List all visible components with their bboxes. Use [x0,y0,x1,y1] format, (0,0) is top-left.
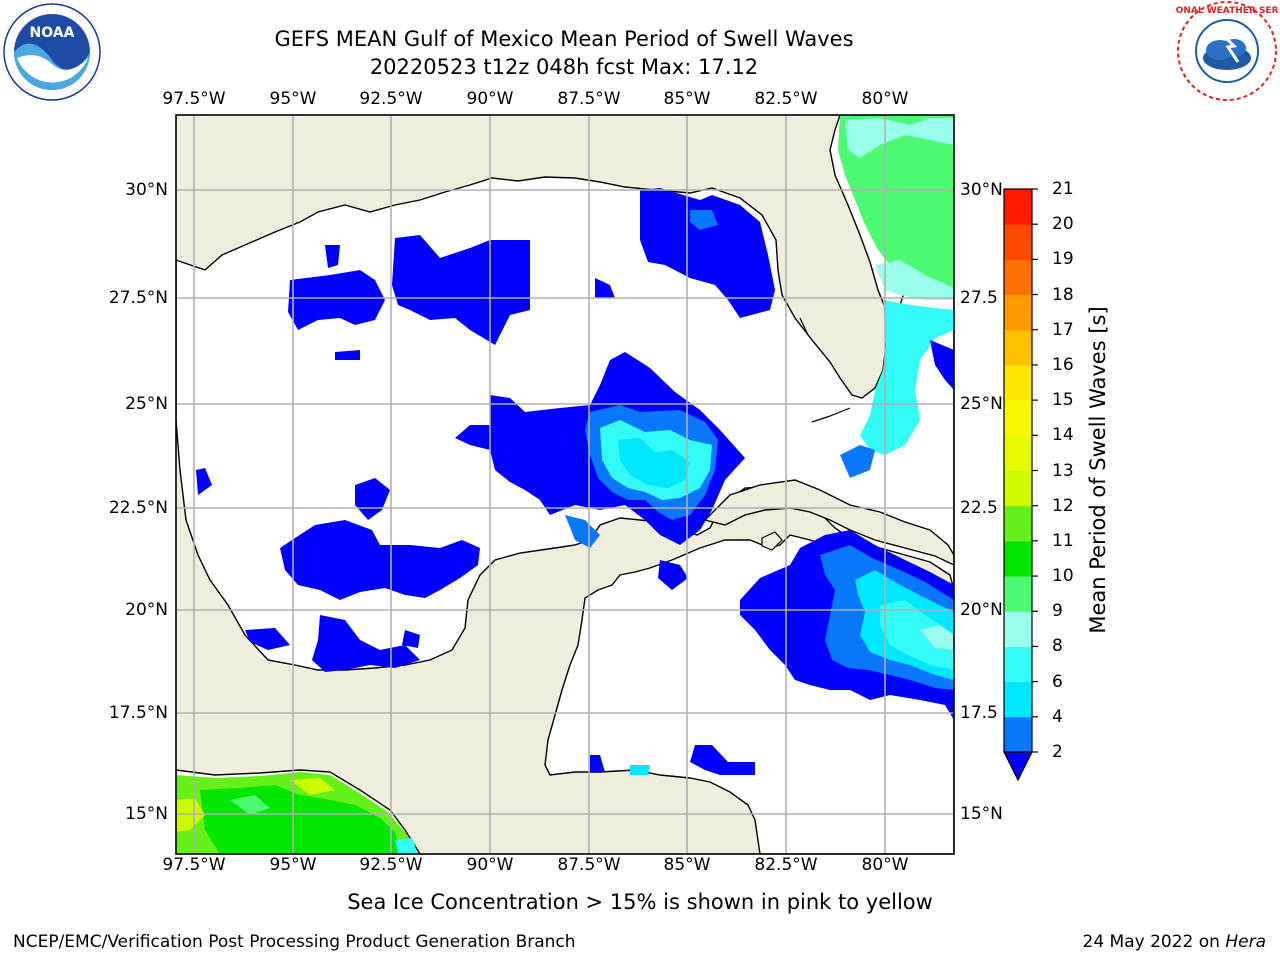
lat-tick-left: 22.5°N [108,498,168,518]
lat-tick-left: 30°N [125,180,168,200]
colorbar-tick-label: 8 [1052,636,1063,657]
lon-tick-bottom: 92.5°W [359,855,423,875]
colorbar-tick-label: 17 [1052,319,1074,340]
colorbar-bin [1004,470,1032,507]
lon-tick-top: 95°W [269,89,317,109]
lon-tick-top: 97.5°W [162,89,226,109]
map-subtitle: 20220523 t12z 048h fcst Max: 17.12 [369,55,759,79]
colorbar-bin [1004,505,1032,542]
colorbar-bin [1004,646,1032,683]
colorbar-tick-label: 13 [1052,460,1074,481]
colorbar-bin [1004,364,1032,401]
map-title: GEFS MEAN Gulf of Mexico Mean Period of … [274,27,854,51]
colorbar-bin [1004,435,1032,471]
colorbar-tick-label: 4 [1052,706,1063,727]
colorbar-tick-label: 15 [1052,390,1074,411]
lat-tick-left: 25°N [125,394,168,414]
colorbar-label: Mean Period of Swell Waves [s] [1086,306,1110,634]
lon-tick-bottom: 95°W [269,855,317,875]
colorbar-bin [1004,540,1032,577]
colorbar-bin [1004,681,1032,718]
noaa-logo: NOAA [3,3,101,101]
svg-text:NATIONAL WEATHER SERVICE: NATIONAL WEATHER SERVICE [1176,6,1278,16]
lat-tick-left: 20°N [125,600,168,620]
lon-tick-bottom: 85°W [663,855,711,875]
lat-tick-right: 22.5 [960,498,998,518]
colorbar-tick-label: 6 [1052,671,1063,692]
colorbar-bin [1004,400,1032,436]
lat-tick-right: 27.5 [960,288,998,308]
colorbar-bin [1004,259,1032,296]
swell-field [176,115,954,854]
colorbar-bin [1004,294,1032,331]
footer-date: 24 May 2022 on Hera [1083,932,1267,952]
svg-text:NOAA: NOAA [30,25,75,41]
lon-tick-bottom: 87.5°W [557,855,621,875]
lon-tick-top: 87.5°W [557,89,621,109]
colorbar-tick-label: 16 [1052,354,1074,375]
lon-tick-bottom: 80°W [861,855,909,875]
colorbar-bin [1004,576,1032,612]
lon-tick-top: 85°W [663,89,711,109]
colorbar-tick-label: 20 [1052,214,1074,235]
colorbar-tick-label: 9 [1052,601,1063,622]
colorbar-tick-label: 14 [1052,425,1074,446]
lat-tick-right: 15°N [960,804,1003,824]
lat-tick-right: 17.5 [960,703,998,723]
colorbar-bin [1004,716,1032,753]
island [761,531,783,551]
colorbar-bin [1004,329,1032,366]
map-gridlines [176,115,954,854]
lon-tick-bottom: 82.5°W [754,855,818,875]
colorbar-tick-label: 12 [1052,495,1074,516]
lat-tick-left: 17.5°N [108,703,168,723]
colorbar [1003,188,1038,782]
colorbar-tick-label: 2 [1052,742,1063,762]
colorbar-bin [1004,189,1032,225]
colorbar-bin [1004,611,1032,647]
sea-ice-note: Sea Ice Concentration > 15% is shown in … [347,890,933,914]
lon-tick-bottom: 90°W [466,855,514,875]
colorbar-tick-label: 18 [1052,284,1074,305]
lon-tick-top: 82.5°W [754,89,818,109]
lon-tick-top: 90°W [466,89,514,109]
lon-tick-top: 92.5°W [359,89,423,109]
colorbar-tick-label: 10 [1052,566,1074,587]
footer-machine: Hera [1225,932,1266,952]
lat-tick-right: 20°N [960,600,1003,620]
colorbar-tick-label: 21 [1052,179,1074,199]
footer-credit: NCEP/EMC/Verification Post Processing Pr… [13,932,576,952]
lat-tick-left: 27.5°N [108,288,168,308]
lat-tick-right: 25°N [960,394,1003,414]
colorbar-extend-arrow [1003,751,1033,782]
nws-logo: NATIONAL WEATHER SERVICE [1176,1,1278,101]
lon-tick-bottom: 97.5°W [162,855,226,875]
footer-date-text: 24 May 2022 on [1082,932,1226,952]
map-frame [175,114,955,855]
lat-tick-right: 30°N [960,180,1003,200]
colorbar-bin [1004,224,1032,260]
lat-tick-left: 15°N [125,804,168,824]
lon-tick-top: 80°W [861,89,909,109]
colorbar-tick-label: 11 [1052,530,1074,551]
colorbar-tick-label: 19 [1052,249,1074,270]
